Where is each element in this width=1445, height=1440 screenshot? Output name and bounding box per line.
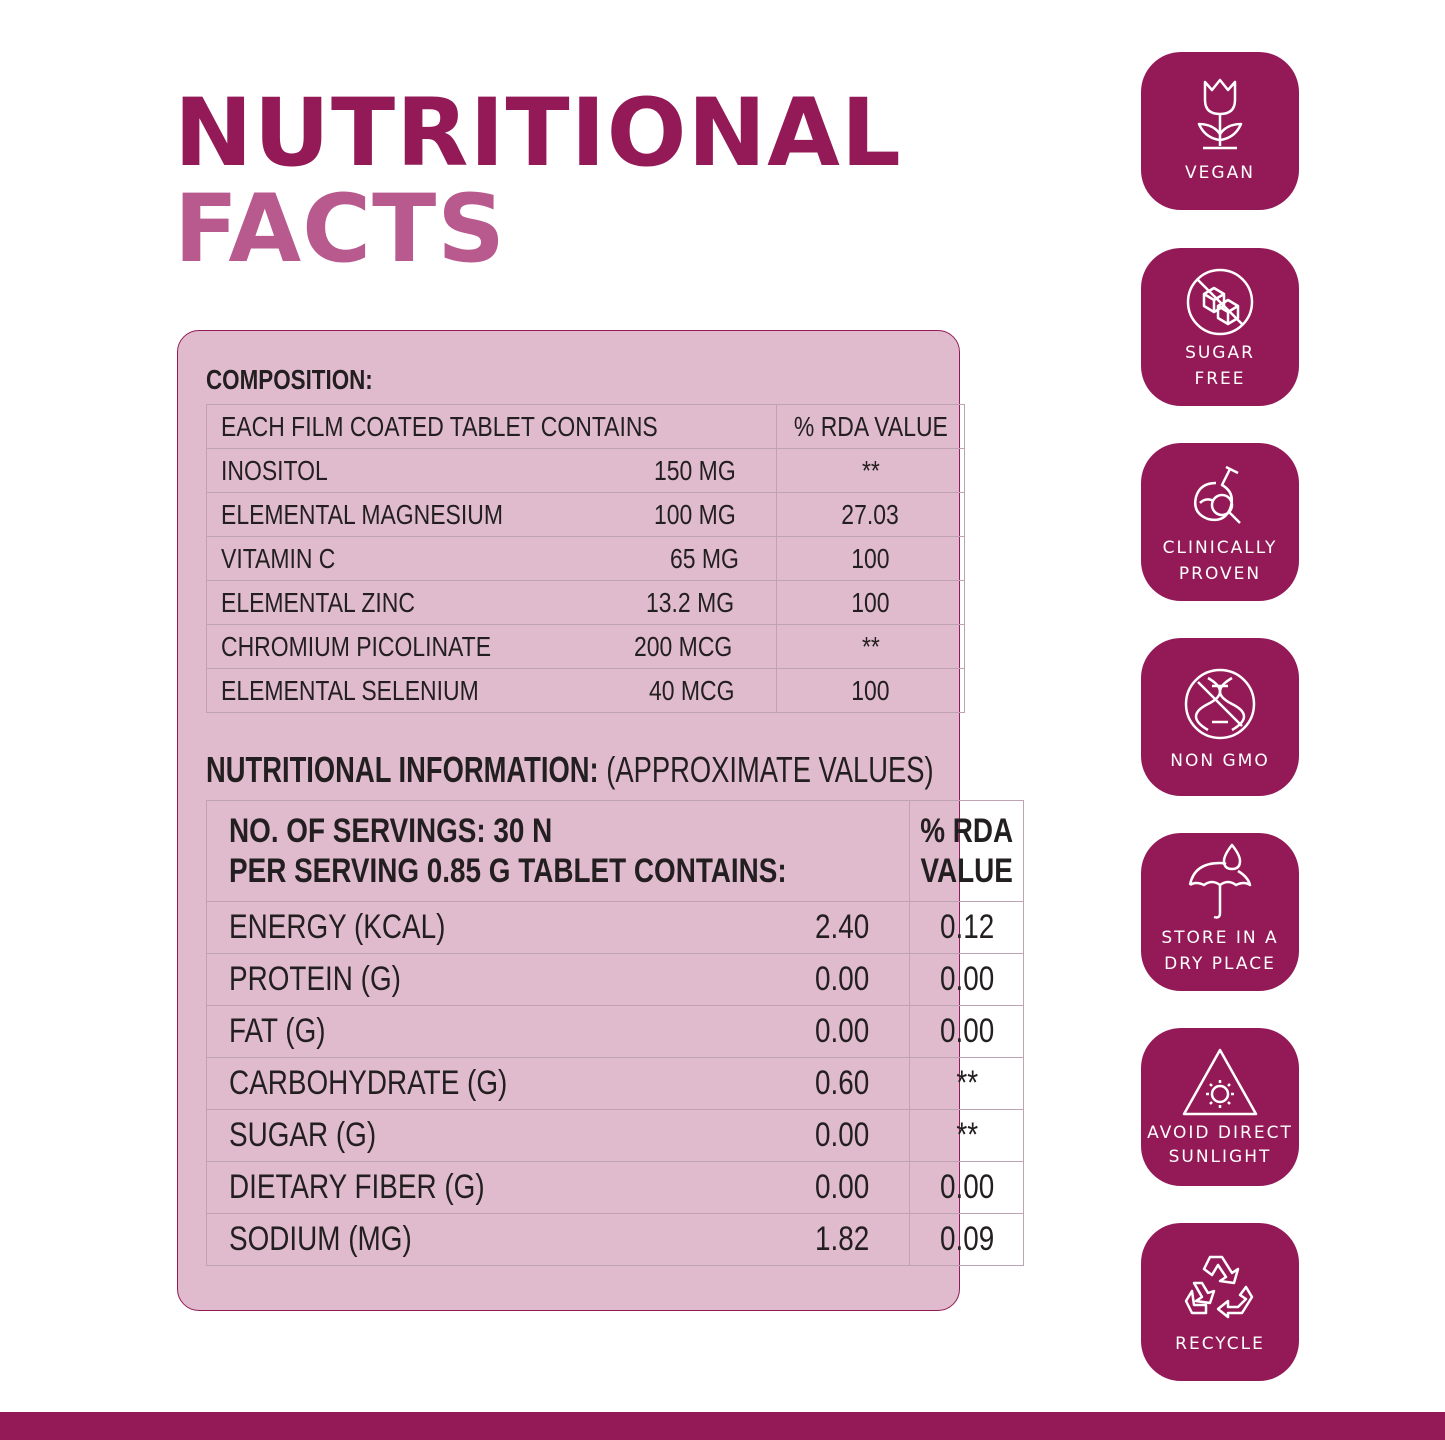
badge-label-2: PROVEN <box>1178 564 1262 584</box>
flask-magnifier-icon <box>1194 465 1241 524</box>
badge-clinically-proven: CLINICALLY PROVEN <box>1141 443 1299 601</box>
title-line-1: NUTRITIONAL <box>174 79 902 188</box>
composition-header-col1: EACH FILM COATED TABLET CONTAINS <box>221 410 658 442</box>
nutrient-rda: 0.12 <box>939 908 994 946</box>
ingredient-rda: 100 <box>851 542 890 574</box>
nutrient-rda: 0.00 <box>939 960 994 998</box>
ingredient-amount: 100 MG <box>654 498 736 530</box>
badge-label-1: AVOID DIRECT <box>1147 1123 1293 1143</box>
rda-header-line1: % RDA <box>920 812 1014 850</box>
table-row: INOSITOL 150 MG ** <box>206 448 966 493</box>
nutrient-amount: 0.00 <box>814 1168 870 1206</box>
badge-label: RECYCLE <box>1175 1334 1265 1354</box>
nutrient-rda: 0.00 <box>939 1168 994 1206</box>
ingredient-rda: ** <box>861 454 880 486</box>
table-row: SUGAR (G) 0.00 ** <box>205 1109 1025 1162</box>
ingredient-name: ELEMENTAL ZINC <box>221 586 415 618</box>
umbrella-drop-icon <box>1188 843 1252 919</box>
nutrient-name: PROTEIN (G) <box>229 960 401 998</box>
flower-icon <box>1197 78 1243 150</box>
badge-non-gmo: NON GMO <box>1141 638 1299 796</box>
badge-label-2: SUNLIGHT <box>1168 1147 1272 1167</box>
table-row: DIETARY FIBER (G) 0.00 0.00 <box>205 1161 1025 1214</box>
nutrient-name: CARBOHYDRATE (G) <box>229 1064 508 1102</box>
table-row: ELEMENTAL ZINC 13.2 MG 100 <box>206 580 966 625</box>
badge-vegan: VEGAN <box>1141 52 1299 210</box>
badge-avoid-sunlight: AVOID DIRECT SUNLIGHT <box>1141 1028 1299 1186</box>
badge-label-1: SUGAR <box>1185 343 1255 363</box>
badge-label-2: FREE <box>1194 369 1246 389</box>
servings-text: NO. OF SERVINGS: 30 N <box>229 812 553 850</box>
nutrient-amount: 0.00 <box>814 1012 870 1050</box>
ingredient-rda: 100 <box>851 586 890 618</box>
composition-header-col2: % RDA VALUE <box>793 410 948 442</box>
recycle-icon <box>1184 1255 1254 1319</box>
nutrient-rda: 0.00 <box>939 1012 994 1050</box>
nutrient-name: DIETARY FIBER (G) <box>229 1168 485 1206</box>
table-row: ENERGY (KCAL) 2.40 0.12 <box>205 901 1025 954</box>
table-row: CHROMIUM PICOLINATE 200 MCG ** <box>206 624 966 669</box>
nutrient-amount: 1.82 <box>814 1220 870 1258</box>
nutrition-header-row: NO. OF SERVINGS: 30 N PER SERVING 0.85 G … <box>205 800 1025 902</box>
nutrient-amount: 0.00 <box>814 1116 870 1154</box>
composition-header-row: EACH FILM COATED TABLET CONTAINS % RDA V… <box>206 404 966 449</box>
title-line-2: FACTS <box>174 175 506 284</box>
no-sugar-cubes-icon <box>1186 268 1254 336</box>
ingredient-amount: 200 MCG <box>633 630 733 662</box>
nutrient-name: SODIUM (MG) <box>229 1220 412 1258</box>
badge-label-2: DRY PLACE <box>1164 954 1276 974</box>
table-row: ELEMENTAL MAGNESIUM 100 MG 27.03 <box>206 492 966 537</box>
table-row: CARBOHYDRATE (G) 0.60 ** <box>205 1057 1025 1110</box>
nutrient-rda: ** <box>955 1064 978 1102</box>
nutrient-amount: 0.00 <box>814 960 870 998</box>
nutrition-table: NO. OF SERVINGS: 30 N PER SERVING 0.85 G … <box>205 800 1025 1266</box>
badge-sugar-free: SUGAR FREE <box>1141 248 1299 406</box>
ingredient-name: VITAMIN C <box>221 542 336 574</box>
sun-warning-icon <box>1182 1048 1258 1116</box>
ingredient-amount: 13.2 MG <box>646 586 735 618</box>
ingredient-rda: 100 <box>851 674 890 706</box>
table-row: PROTEIN (G) 0.00 0.00 <box>205 953 1025 1006</box>
ingredient-amount: 40 MCG <box>649 674 735 706</box>
nutrition-panel: COMPOSITION: EACH FILM COATED TABLET CON… <box>177 330 1025 1311</box>
ingredient-rda: 27.03 <box>841 498 900 530</box>
nutrition-label: NUTRITIONAL INFORMATION: (APPROXIMATE VA… <box>206 749 934 791</box>
composition-label: COMPOSITION: <box>206 364 373 395</box>
table-row: ELEMENTAL SELENIUM 40 MCG 100 <box>206 668 966 713</box>
ingredient-rda: ** <box>861 630 880 662</box>
badge-dry-place: STORE IN A DRY PLACE <box>1141 833 1299 991</box>
table-row: SODIUM (MG) 1.82 0.09 <box>205 1213 1025 1266</box>
ingredient-name: ELEMENTAL MAGNESIUM <box>221 498 503 530</box>
table-row: FAT (G) 0.00 0.00 <box>205 1005 1025 1058</box>
no-dna-icon <box>1184 668 1256 740</box>
nutrient-rda: ** <box>955 1116 978 1154</box>
badge-label: NON GMO <box>1170 751 1270 771</box>
rda-header-line2: VALUE <box>920 852 1013 890</box>
nutrient-name: ENERGY (KCAL) <box>229 908 446 946</box>
ingredient-name: INOSITOL <box>221 454 328 486</box>
table-row: VITAMIN C 65 MG 100 <box>206 536 966 581</box>
ingredient-name: ELEMENTAL SELENIUM <box>221 674 479 706</box>
ingredient-name: CHROMIUM PICOLINATE <box>221 630 492 662</box>
badge-label-1: CLINICALLY <box>1162 538 1278 558</box>
nutrition-label-main: NUTRITIONAL INFORMATION: <box>206 749 599 790</box>
nutrient-rda: 0.09 <box>939 1220 994 1258</box>
bottom-bar <box>0 1412 1445 1440</box>
ingredient-amount: 65 MG <box>669 542 739 574</box>
per-serving-text: PER SERVING 0.85 G TABLET CONTAINS: <box>229 852 787 890</box>
nutrient-name: FAT (G) <box>229 1012 326 1050</box>
badge-recycle: RECYCLE <box>1141 1223 1299 1381</box>
nutrient-name: SUGAR (G) <box>229 1116 377 1154</box>
nutrient-amount: 2.40 <box>814 908 870 946</box>
ingredient-amount: 150 MG <box>654 454 736 486</box>
badge-label-1: STORE IN A <box>1161 928 1279 948</box>
composition-table: EACH FILM COATED TABLET CONTAINS % RDA V… <box>206 404 966 713</box>
nutrition-label-suffix: (APPROXIMATE VALUES) <box>606 749 934 790</box>
nutrient-amount: 0.60 <box>814 1064 870 1102</box>
badge-label: VEGAN <box>1185 163 1255 183</box>
